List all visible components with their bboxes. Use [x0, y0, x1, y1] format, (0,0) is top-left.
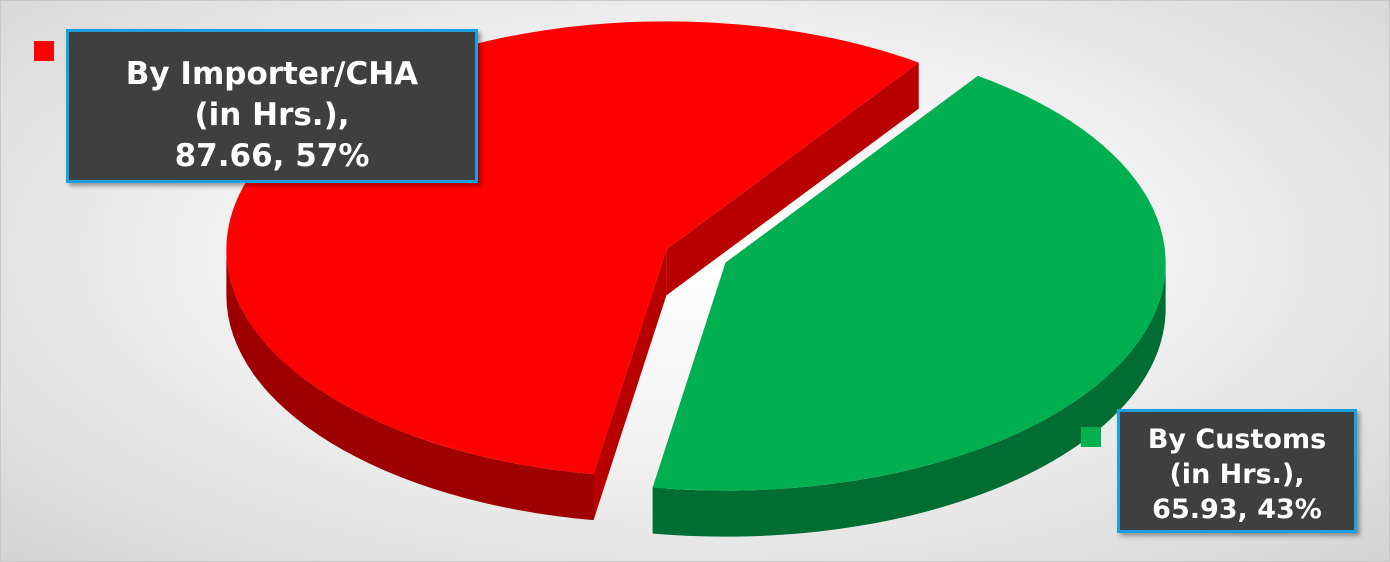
slice-wall	[593, 249, 667, 521]
label-category: By Importer/CHA (in Hrs.),	[125, 56, 419, 133]
data-label: By Customs (in Hrs.), 65.93, 43%	[1117, 409, 1357, 533]
label-value: 87.66, 57%	[174, 138, 370, 174]
slice-side	[652, 262, 1166, 537]
slice-wall	[666, 62, 919, 296]
slice	[652, 75, 1166, 491]
legend-key	[34, 41, 54, 61]
label-value: 65.93, 43%	[1152, 494, 1322, 525]
slice-side	[226, 249, 594, 521]
data-label: By Importer/CHA (in Hrs.), 87.66, 57%	[66, 29, 478, 183]
legend-key	[1081, 427, 1101, 447]
label-category: By Customs (in Hrs.),	[1147, 424, 1327, 490]
